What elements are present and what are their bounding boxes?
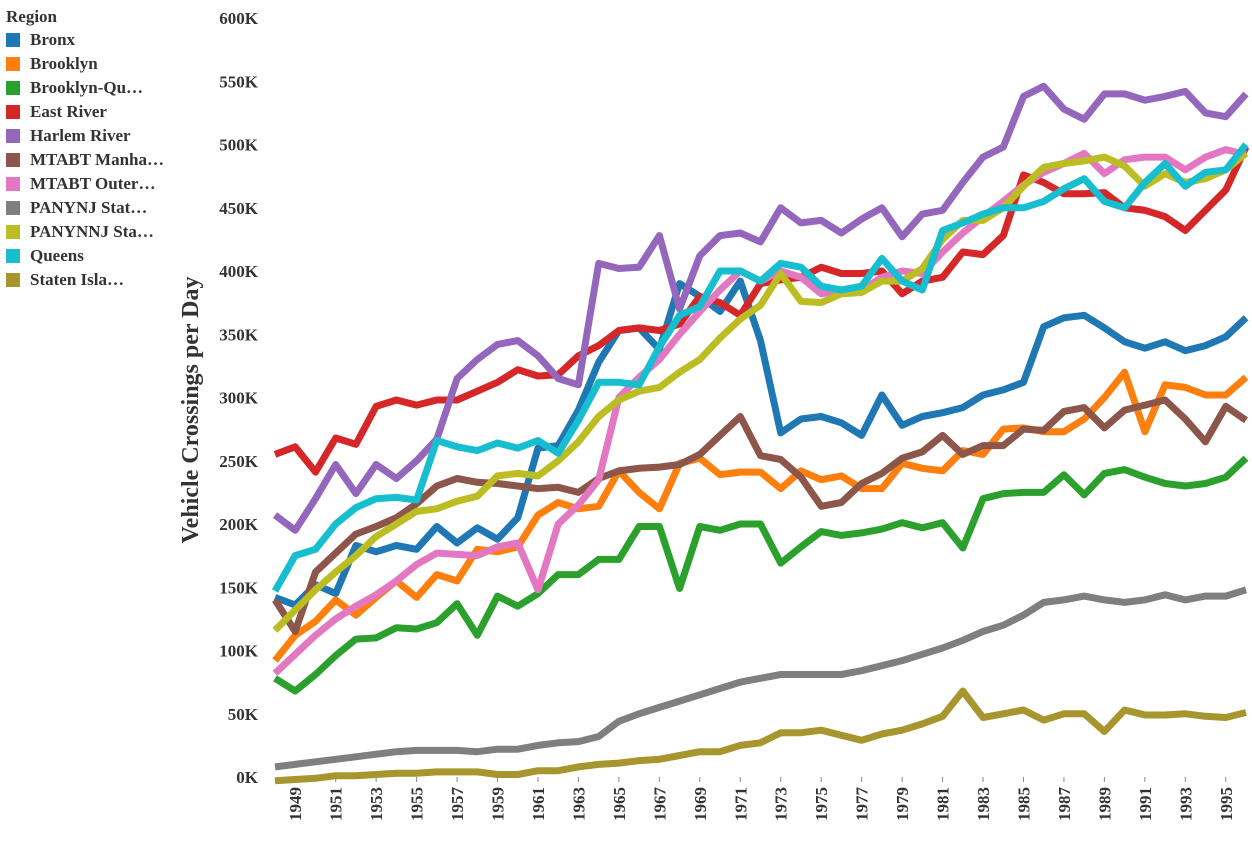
series-line-panynnj-staten-island[interactable] [272, 150, 1249, 633]
legend-label: PANYNNJ Sta… [30, 222, 154, 241]
x-tick-label: 1969 [691, 787, 710, 821]
legend-swatch [6, 129, 20, 143]
x-tick-label: 1977 [853, 787, 872, 822]
series-line-queens[interactable] [271, 142, 1249, 593]
y-tick-label: 550K [219, 72, 259, 91]
legend-label: East River [30, 102, 107, 121]
legend-swatch [6, 177, 20, 191]
legend-item[interactable]: PANYNJ Stat… [6, 196, 166, 220]
y-tick-label: 100K [219, 642, 259, 661]
y-axis: 0K 50K 100K 150K 200K 250K 300K 350K 400K 450K 500… [219, 9, 259, 787]
x-tick-label: 1965 [610, 787, 629, 821]
series-line-bronx[interactable] [273, 277, 1249, 609]
series-line-brooklyn-queens[interactable] [273, 455, 1249, 695]
legend-swatch [6, 33, 20, 47]
plot-area [271, 82, 1250, 785]
legend-item[interactable]: Bronx [6, 28, 166, 52]
y-tick-label: 600K [219, 9, 259, 28]
legend-swatch [6, 249, 20, 263]
y-tick-label: 150K [219, 578, 259, 597]
x-tick-label: 1993 [1176, 787, 1195, 821]
x-tick-label: 1953 [367, 787, 386, 821]
x-tick-label: 1975 [812, 787, 831, 821]
x-tick-label: 1967 [650, 787, 669, 822]
series-line-panynj-staten-island[interactable] [274, 586, 1248, 771]
legend-label: MTABT Outer… [30, 174, 156, 193]
legend-item[interactable]: Queens [6, 244, 166, 268]
y-tick-label: 500K [219, 136, 259, 155]
x-tick-label: 1955 [408, 787, 427, 821]
x-tick-label: 1959 [489, 787, 508, 821]
legend-label: Harlem River [30, 126, 131, 145]
x-tick-label: 1971 [731, 787, 750, 821]
legend-swatch [6, 225, 20, 239]
legend-label: MTABT Manha… [30, 150, 164, 169]
x-tick-label: 1989 [1095, 787, 1114, 821]
legend: Region Bronx Brooklyn Brooklyn-Qu… East Riv… [6, 6, 166, 292]
legend-item[interactable]: East River [6, 100, 166, 124]
x-tick-label: 1957 [448, 787, 467, 822]
legend-title: Region [6, 7, 57, 26]
x-tick-label: 1949 [286, 787, 305, 821]
legend-swatch [6, 153, 20, 167]
x-axis: 1949 1951 1953 1955 1957 1959 1961 1963 1965 1967… [286, 777, 1236, 821]
series-line-brooklyn[interactable] [272, 368, 1249, 663]
y-axis-title: Vehicle Crossings per Day [178, 277, 204, 544]
legend-item[interactable]: Brooklyn [6, 52, 166, 76]
x-tick-label: 1961 [529, 787, 548, 821]
y-tick-label: 200K [219, 515, 259, 534]
legend-swatch [6, 57, 20, 71]
y-tick-label: 0K [236, 768, 259, 787]
y-tick-label: 350K [219, 325, 259, 344]
legend-label: Queens [30, 246, 84, 265]
x-tick-label: 1979 [893, 787, 912, 821]
legend-label: Staten Isla… [30, 270, 124, 289]
x-tick-label: 1973 [772, 787, 791, 821]
series-line-mtabt-manhattan[interactable] [272, 396, 1248, 635]
y-tick-label: 450K [219, 199, 259, 218]
legend-item[interactable]: PANYNNJ Sta… [6, 220, 166, 244]
legend-swatch [6, 273, 20, 287]
x-tick-label: 1983 [974, 787, 993, 821]
legend-label: Bronx [30, 30, 76, 49]
legend-swatch [6, 105, 20, 119]
x-tick-label: 1981 [934, 787, 953, 821]
x-tick-label: 1985 [1014, 787, 1033, 821]
x-tick-label: 1987 [1055, 787, 1074, 822]
x-tick-label: 1951 [327, 787, 346, 821]
legend-item[interactable]: Harlem River [6, 124, 166, 148]
legend-item[interactable]: Staten Isla… [6, 268, 166, 292]
x-tick-label: 1963 [569, 787, 588, 821]
y-tick-label: 250K [219, 452, 259, 471]
legend-item[interactable]: MTABT Manha… [6, 148, 166, 172]
x-tick-label: 1995 [1217, 787, 1236, 821]
y-tick-label: 300K [219, 389, 259, 408]
legend-item[interactable]: Brooklyn-Qu… [6, 76, 166, 100]
y-tick-label: 400K [219, 262, 259, 281]
legend-label: Brooklyn-Qu… [30, 78, 144, 97]
y-tick-label: 50K [228, 705, 259, 724]
legend-swatch [6, 81, 20, 95]
legend-swatch [6, 201, 20, 215]
x-tick-label: 1991 [1136, 787, 1155, 821]
legend-label: Brooklyn [30, 54, 98, 73]
legend-item[interactable]: MTABT Outer… [6, 172, 166, 196]
series-line-staten-island[interactable] [274, 687, 1247, 785]
legend-label: PANYNJ Stat… [30, 198, 148, 217]
